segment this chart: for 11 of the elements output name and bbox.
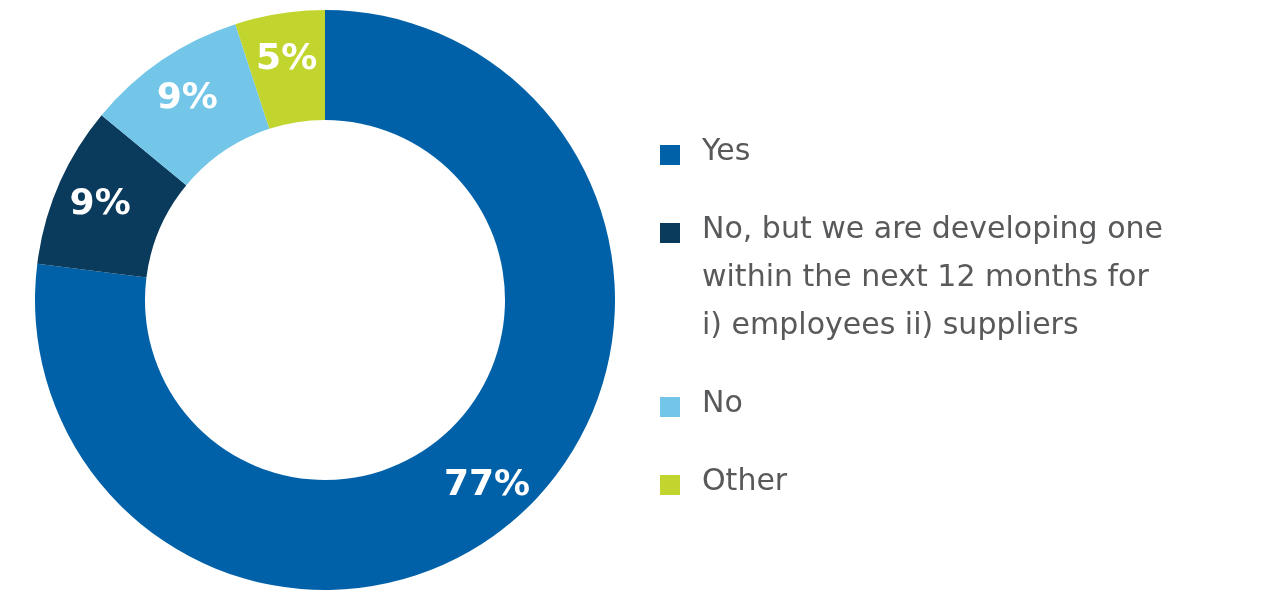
legend-label: No <box>702 384 743 419</box>
donut-slice <box>35 10 615 590</box>
data-label: 9% <box>69 180 131 222</box>
data-label: 5% <box>256 36 318 78</box>
legend-label: Yes <box>701 132 751 167</box>
legend-label: Other <box>702 462 788 497</box>
legend-label: No, but we are developing one within the next 12 months for i) employees ii) suppliers <box>702 210 1164 341</box>
data-label: 9% <box>156 75 218 117</box>
donut-slice <box>37 115 187 278</box>
donut-slice <box>235 10 325 129</box>
data-label: 77% <box>443 461 531 503</box>
